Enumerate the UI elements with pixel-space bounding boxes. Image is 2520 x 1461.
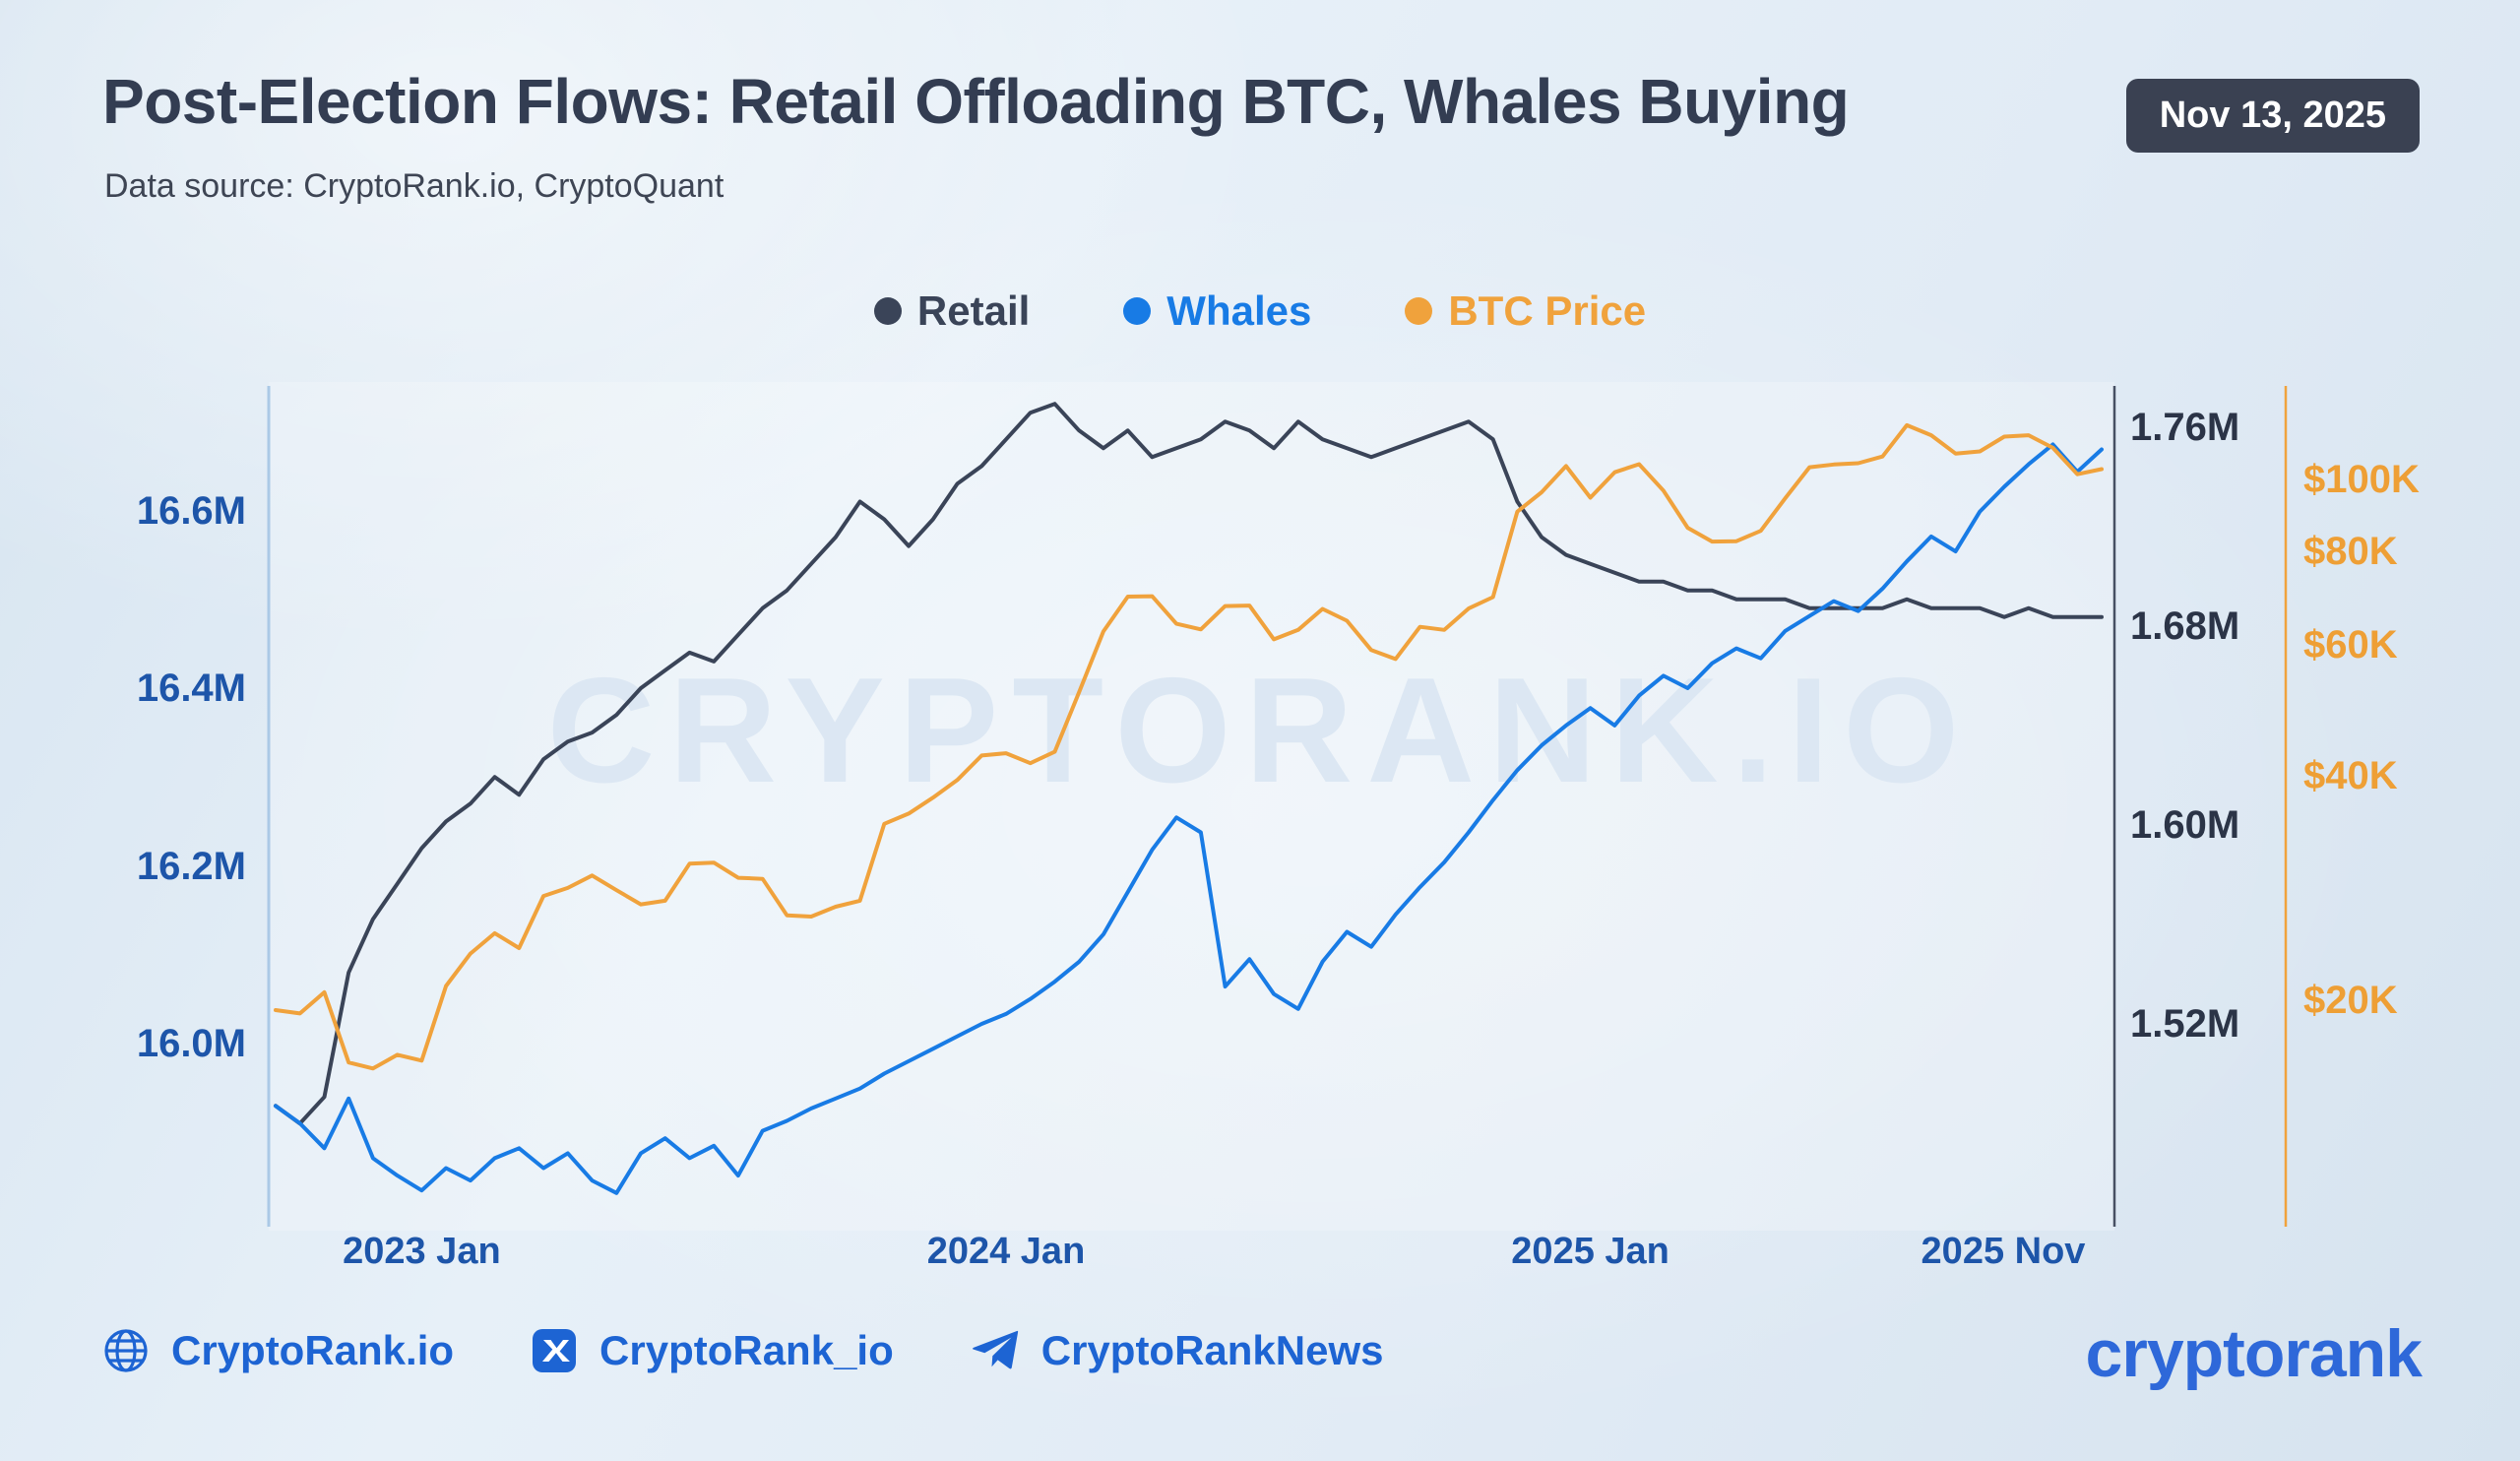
watermark: CRYPTORANK.IO — [0, 645, 2520, 817]
link-cryptorank-x[interactable]: CryptoRank_io — [531, 1327, 894, 1374]
legend-item-whales: Whales — [1123, 287, 1311, 335]
legend-label: Retail — [916, 287, 1031, 334]
legend-dot-icon — [1405, 297, 1433, 325]
series-line-btc-price — [274, 422, 2104, 1071]
legend-label: Whales — [1166, 287, 1312, 334]
link-cryptorank-website[interactable]: CryptoRank.io — [102, 1327, 454, 1374]
globe-icon — [102, 1327, 150, 1374]
telegram-icon — [971, 1327, 1020, 1374]
cryptorank-logo: cryptorank — [2085, 1316, 2423, 1391]
footer-links: CryptoRank.io CryptoRank_io CryptoRankNe… — [102, 1327, 1384, 1374]
footer-link-label: CryptoRankNews — [1040, 1327, 1384, 1373]
x-logo-icon — [531, 1327, 578, 1374]
legend-item-retail: Retail — [873, 287, 1031, 335]
date-badge: Nov 13, 2025 — [2125, 79, 2420, 153]
legend-item-btc-price: BTC Price — [1405, 287, 1646, 335]
footer-link-label: CryptoRank.io — [171, 1327, 455, 1373]
plot-area — [269, 382, 2114, 1231]
data-source-label: Data source: CryptoRank.io, CryptoQuant — [104, 167, 724, 205]
legend-dot-icon — [873, 297, 902, 325]
legend-dot-icon — [1123, 297, 1152, 325]
footer-link-label: CryptoRank_io — [599, 1327, 894, 1373]
series-line-retail — [274, 402, 2104, 1126]
page-title: Post-Election Flows: Retail Offloading B… — [102, 66, 1850, 137]
link-cryptorank-telegram[interactable]: CryptoRankNews — [971, 1327, 1384, 1374]
series-line-whales — [274, 442, 2104, 1195]
chart-legend: Retail Whales BTC Price — [0, 287, 2520, 335]
legend-label: BTC Price — [1448, 287, 1647, 334]
